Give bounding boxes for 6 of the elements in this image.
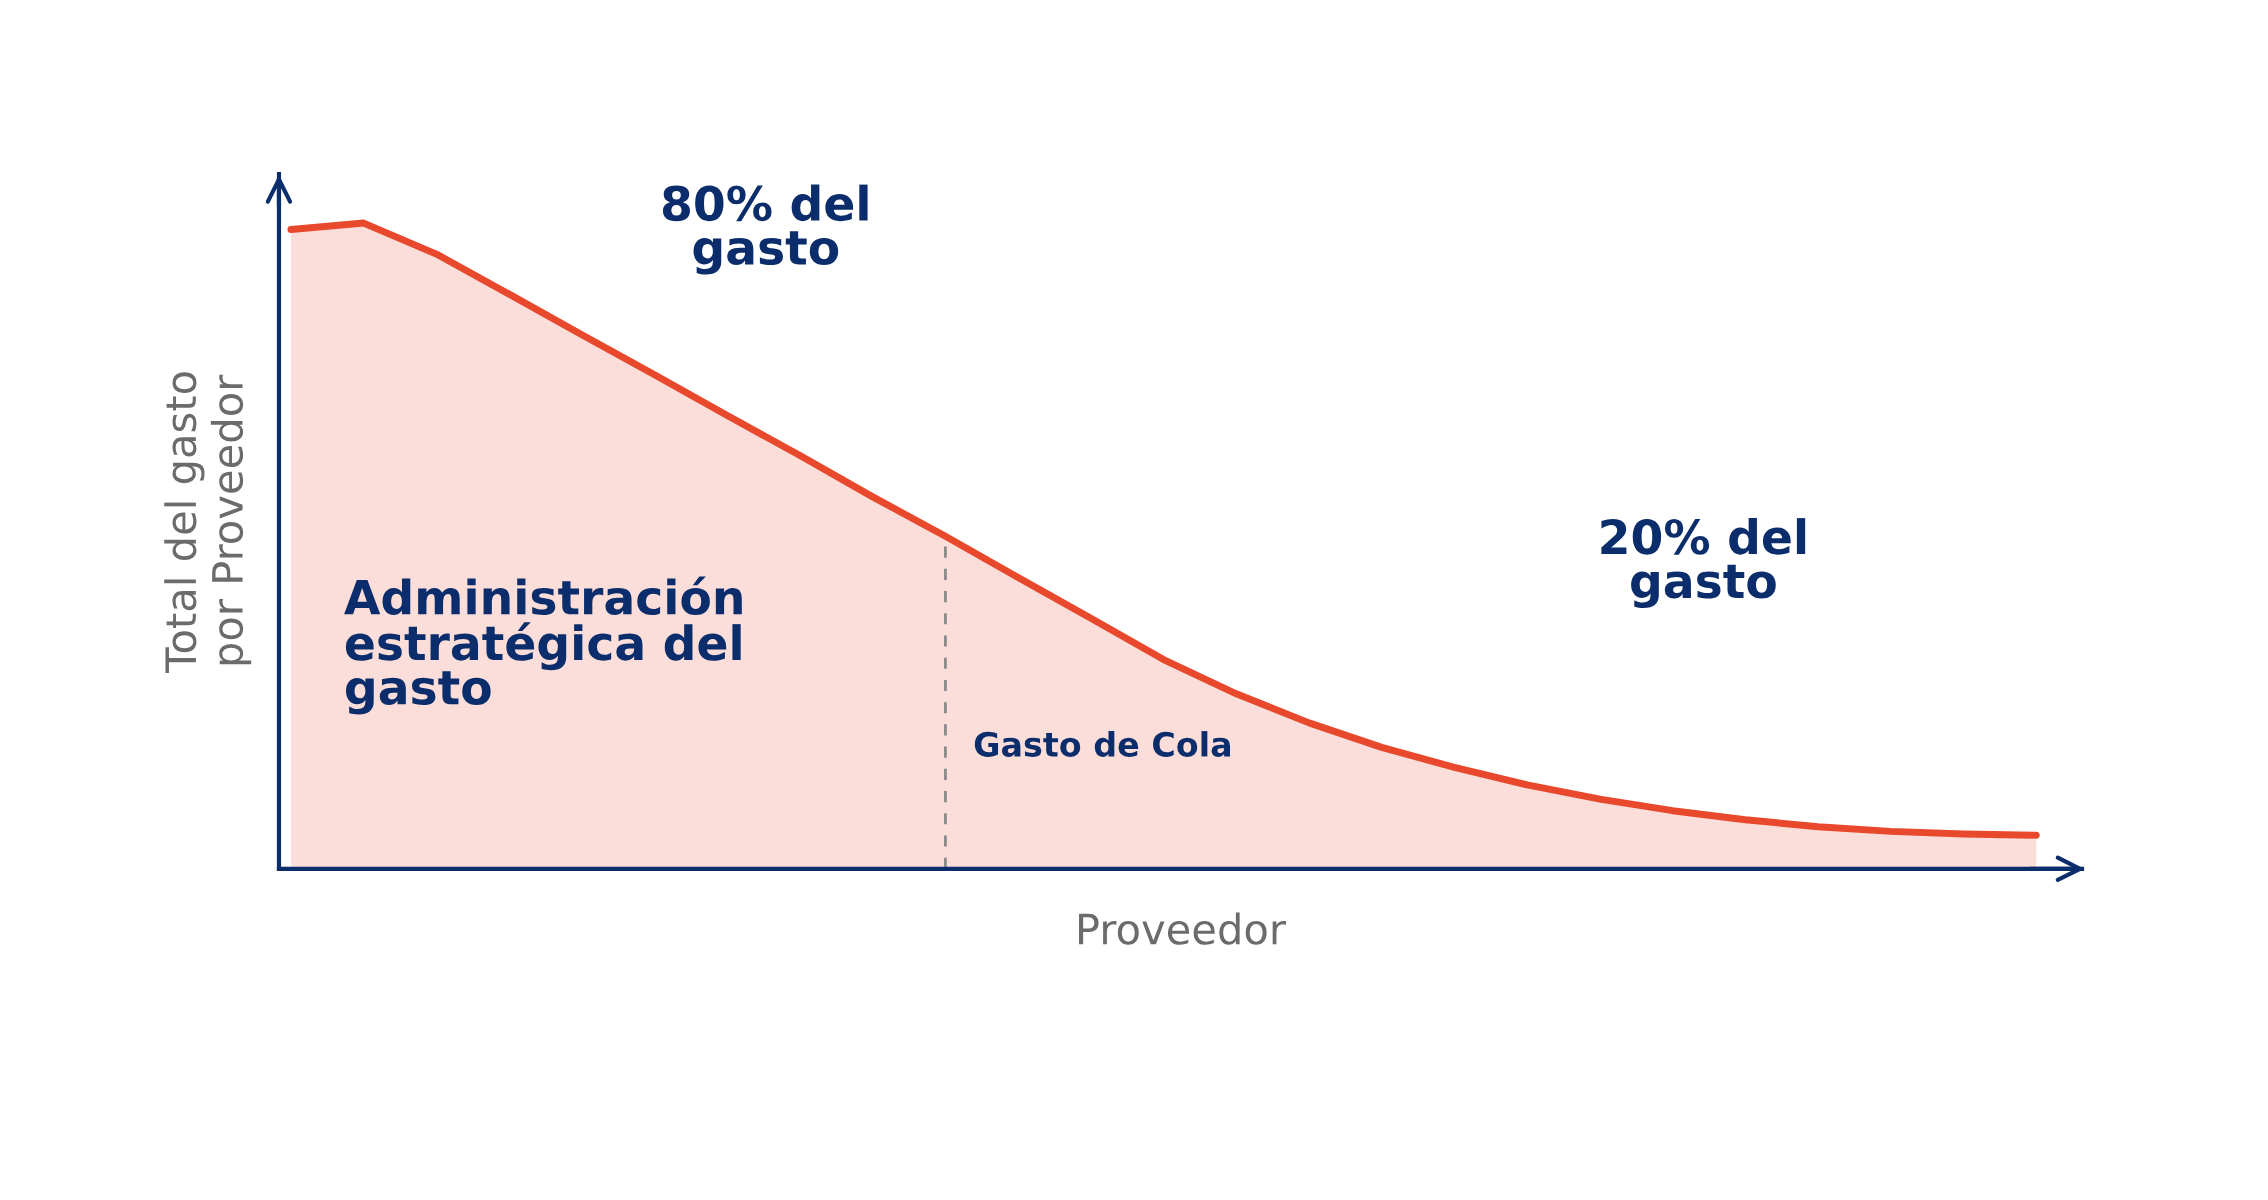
annotation: Gasto de Cola <box>974 731 1231 757</box>
y-axis-title: Total del gasto por Proveedor <box>164 372 252 674</box>
annotation: Administración estratégica del gasto <box>344 576 742 715</box>
annotation: 20% del gasto <box>1601 518 1806 609</box>
annotation: 80% del gasto <box>662 184 868 275</box>
x-axis-title: Proveedor <box>1079 912 1287 945</box>
